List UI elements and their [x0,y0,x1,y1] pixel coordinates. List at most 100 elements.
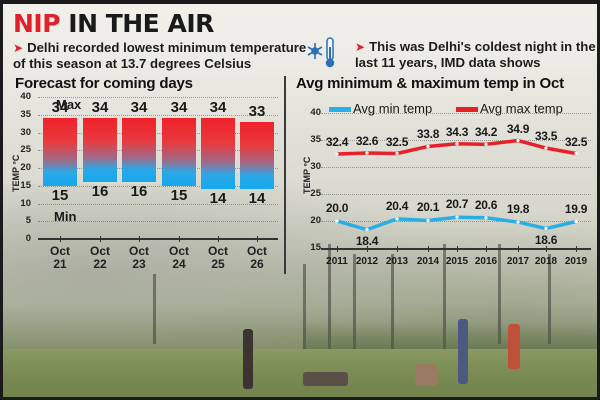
x-tick [218,236,219,242]
avg-max-value: 32.4 [325,135,349,150]
data-point-marker [335,152,339,156]
avg-max-value: 32.5 [385,134,409,149]
forecast-chart-title: Forecast for coming days [15,75,193,92]
x-tick-label: Oct 25 [198,245,238,271]
month-label: Oct [168,244,189,258]
year-label: 2013 [385,256,409,267]
avg-min-value: 20.6 [474,197,498,212]
legend-swatch-blue [329,107,351,113]
lamp-post [303,264,306,354]
x-tick-label: Oct 24 [159,245,199,271]
bullet-lowest-temp: ➤ Delhi recorded lowest minimum temperatu… [13,40,306,71]
data-point-marker [574,219,578,224]
avg-min-value: 20.7 [445,197,469,212]
avg-max-value: 34.3 [445,124,469,139]
forecast-range-bar [201,118,235,190]
data-point-marker [455,215,459,219]
year-label: 2018 [534,256,558,267]
forecast-range-bar [122,118,156,183]
max-label: Max [56,97,82,112]
year-label: 2011 [326,256,348,267]
avg-min-value: 19.9 [564,201,588,216]
min-label: Min [54,209,77,224]
avg-min-value: 19.8 [506,202,530,217]
data-point-marker [395,151,399,156]
min-temp-value: 14 [209,190,227,208]
lamp-post [548,254,551,344]
y-tick-label: 35 [20,108,31,120]
bullet-text-line: This was Delhi's coldest night in the [369,39,596,54]
gridline [38,97,278,98]
lamp-post [391,254,394,349]
legend-avg-min: Avg min temp [329,101,432,116]
max-temp-value: 34 [209,99,227,117]
x-tick [367,246,368,252]
y-tick-label: 25 [310,188,321,199]
avg-max-value: 34.2 [474,125,498,140]
headline: NIP IN THE AIR [13,9,214,38]
x-axis [321,248,591,250]
year-label: 2012 [355,256,379,267]
y-tick-label: 5 [25,215,31,227]
month-label: Oct [49,244,70,258]
gridline [38,114,278,116]
legend-avg-max: Avg max temp [456,101,563,116]
day-label: 25 [211,257,225,271]
min-temp-value: 14 [248,190,266,208]
gridline [38,132,278,134]
year-label: 2014 [416,256,440,267]
max-temp-value: 33 [248,102,266,120]
month-label: Oct [246,244,267,258]
data-point-marker [335,219,339,223]
avg-max-value: 33.8 [416,127,440,142]
year-label: 2019 [564,256,588,267]
max-temp-value: 34 [130,99,148,117]
x-tick [486,246,487,252]
bullet-text-line: last 11 years, IMD data shows [355,55,541,70]
x-tick-label: Oct 21 [40,245,80,271]
avg-max-value: 33.5 [534,129,558,144]
month-label: Oct [128,244,149,258]
gridline [321,113,591,114]
legend-swatch-red [456,107,478,113]
forecast-range-bar [83,118,117,183]
avg-min-temp-line [336,215,577,232]
forecast-range-bar [162,118,196,186]
y-tick-label: 30 [310,161,321,172]
x-tick [546,246,547,252]
x-tick [257,236,258,242]
min-temp-value: 15 [51,186,69,204]
y-tick-label: 15 [310,242,321,253]
y-tick-label: 20 [310,215,321,226]
y-tick-label: 25 [20,144,31,156]
avg-min-value: 18.6 [534,232,558,247]
avg-min-value: 20.0 [325,201,349,215]
day-label: 26 [250,257,264,271]
y-tick-label: 35 [310,134,321,145]
x-tick [576,246,577,252]
max-temp-value: 34 [91,99,109,117]
y-tick-label: 0 [25,233,31,244]
legend-label: Avg min temp [353,101,433,116]
headline-black: IN THE AIR [68,9,214,38]
cricketer-figure [243,329,253,389]
gridline [38,221,278,223]
y-tick-label: 30 [20,126,31,138]
gridline [38,150,278,152]
y-tick-label: 15 [20,179,31,191]
lamp-post [153,274,156,344]
avg-max-value: 32.5 [564,134,588,149]
max-temp-value: 34 [51,99,69,117]
avg-temp-chart-title: Avg minimum & maximum temp in Oct [296,75,564,92]
x-tick [139,236,140,242]
gridline [38,185,278,187]
data-point-marker [516,220,520,224]
x-tick [428,246,429,252]
y-tick-label: 40 [20,91,31,102]
forecast-range-bar [240,121,274,190]
avg-min-value: 18.4 [355,233,379,248]
min-temp-value: 15 [170,186,188,204]
day-label: 21 [53,257,67,271]
headline-red: NIP [13,9,61,38]
